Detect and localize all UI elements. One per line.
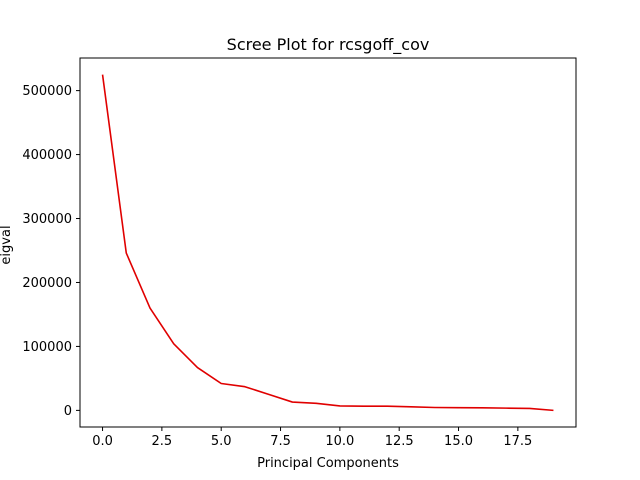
series-line xyxy=(101,74,554,412)
y-tick-label: 200000 xyxy=(22,276,72,291)
chart-title: Scree Plot for rcsgoff_cov xyxy=(227,35,430,55)
y-axis-label: eigval xyxy=(0,225,14,264)
plot-frame xyxy=(79,57,577,428)
y-tick-label: 300000 xyxy=(22,212,72,227)
y-tick-label: 0 xyxy=(64,404,72,419)
y-tick-label: 500000 xyxy=(22,84,72,99)
x-tick-label: 7.5 xyxy=(270,434,291,449)
x-tick-label: 15.0 xyxy=(444,434,473,449)
x-tick-label: 12.5 xyxy=(385,434,414,449)
y-tick-label: 400000 xyxy=(22,148,72,163)
plot-area: 0.0 2.5 5.0 7.5 10.0 12.5 15.0 17.5 0 100000 20000… xyxy=(22,57,577,449)
y-tick-label: 100000 xyxy=(22,340,72,355)
x-tick-label: 2.5 xyxy=(152,434,173,449)
x-axis-label: Principal Components xyxy=(257,456,399,471)
x-tick-label: 5.0 xyxy=(211,434,232,449)
x-tick-label: 0.0 xyxy=(92,434,113,449)
x-tick-label: 10.0 xyxy=(325,434,354,449)
x-tick-label: 17.5 xyxy=(503,434,532,449)
